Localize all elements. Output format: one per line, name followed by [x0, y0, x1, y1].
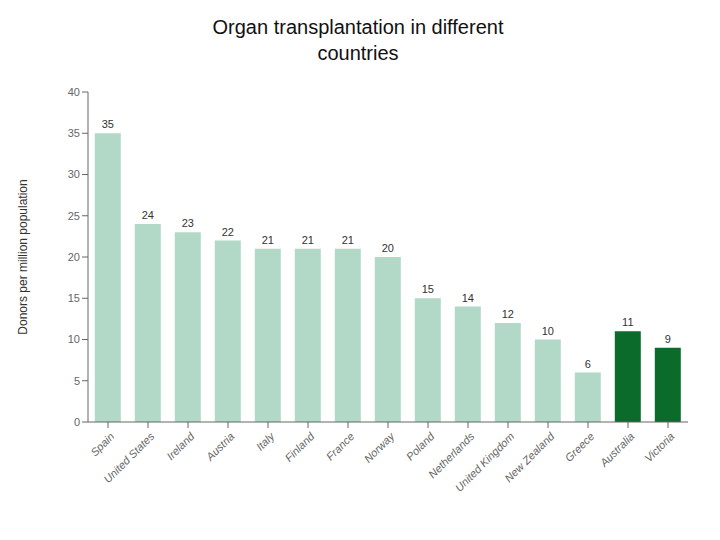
svg-text:Austria: Austria	[203, 430, 236, 463]
svg-text:20: 20	[382, 242, 394, 254]
svg-text:12: 12	[502, 308, 514, 320]
svg-text:10: 10	[542, 325, 554, 337]
svg-text:6: 6	[585, 358, 591, 370]
svg-text:23: 23	[182, 217, 194, 229]
svg-text:15: 15	[422, 283, 434, 295]
svg-text:30: 30	[68, 168, 80, 180]
svg-text:Victoria: Victoria	[642, 430, 676, 464]
svg-text:United Kingdom: United Kingdom	[453, 430, 517, 494]
svg-text:Netherlands: Netherlands	[426, 430, 477, 481]
svg-text:Australia: Australia	[597, 430, 636, 469]
svg-text:9: 9	[665, 333, 671, 345]
svg-text:5: 5	[74, 375, 80, 387]
svg-text:20: 20	[68, 251, 80, 263]
svg-text:Poland: Poland	[404, 429, 437, 462]
html-text:Organ transplantation in diffe: Organ transplantation in different	[212, 16, 504, 38]
svg-text:Ireland: Ireland	[164, 429, 197, 462]
svg-text:Donors per million population: Donors per million population	[16, 179, 30, 334]
svg-text:22: 22	[222, 226, 234, 238]
svg-text:Spain: Spain	[88, 430, 116, 458]
svg-text:21: 21	[342, 234, 354, 246]
svg-text:11: 11	[622, 316, 633, 328]
svg-text:21: 21	[302, 234, 314, 246]
svg-text:15: 15	[68, 292, 80, 304]
svg-text:35: 35	[102, 118, 114, 130]
svg-text:21: 21	[262, 234, 274, 246]
svg-text:24: 24	[142, 209, 154, 221]
svg-text:25: 25	[68, 210, 80, 222]
svg-text:35: 35	[68, 127, 80, 139]
svg-text:Greece: Greece	[562, 430, 596, 464]
html-text:countries: countries	[317, 42, 399, 64]
svg-text:14: 14	[462, 292, 474, 304]
svg-text:Finland: Finland	[282, 429, 317, 464]
svg-text:France: France	[324, 430, 357, 463]
svg-text:Italy: Italy	[254, 429, 278, 453]
svg-text:10: 10	[68, 333, 80, 345]
svg-text:New Zealand: New Zealand	[502, 429, 557, 484]
svg-text:Norway: Norway	[362, 429, 398, 465]
svg-text:40: 40	[68, 86, 80, 98]
svg-text:0: 0	[74, 416, 80, 428]
svg-text:United States: United States	[101, 430, 157, 486]
